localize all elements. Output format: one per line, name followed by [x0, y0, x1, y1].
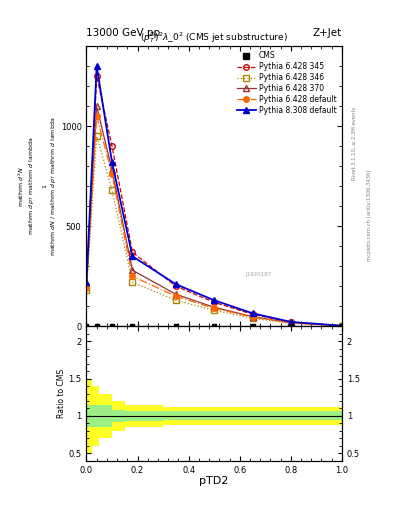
Legend: CMS, Pythia 6.428 345, Pythia 6.428 346, Pythia 6.428 370, Pythia 6.428 default,: CMS, Pythia 6.428 345, Pythia 6.428 346,… — [235, 50, 338, 117]
Text: 13000 GeV pp: 13000 GeV pp — [86, 28, 161, 38]
Title: $(p_T^D)^2\lambda\_0^2$ (CMS jet substructure): $(p_T^D)^2\lambda\_0^2$ (CMS jet substru… — [140, 30, 288, 45]
Text: Rivet 3.1.10, ≥ 2.3M events: Rivet 3.1.10, ≥ 2.3M events — [352, 106, 357, 180]
Y-axis label: mathrm $d^2N$
mathrm $d\,p_T$ mathrm $d$ lambda

1
mathrm $dN$ / mathrm $d\,p_T$: mathrm $d^2N$ mathrm $d\,p_T$ mathrm $d$… — [17, 116, 58, 257]
Text: J1920187: J1920187 — [245, 272, 271, 277]
Y-axis label: Ratio to CMS: Ratio to CMS — [57, 369, 66, 418]
Text: mcplots.cern.ch [arXiv:1306.3436]: mcplots.cern.ch [arXiv:1306.3436] — [367, 169, 373, 261]
X-axis label: pTD2: pTD2 — [200, 476, 229, 486]
Text: Z+Jet: Z+Jet — [313, 28, 342, 38]
